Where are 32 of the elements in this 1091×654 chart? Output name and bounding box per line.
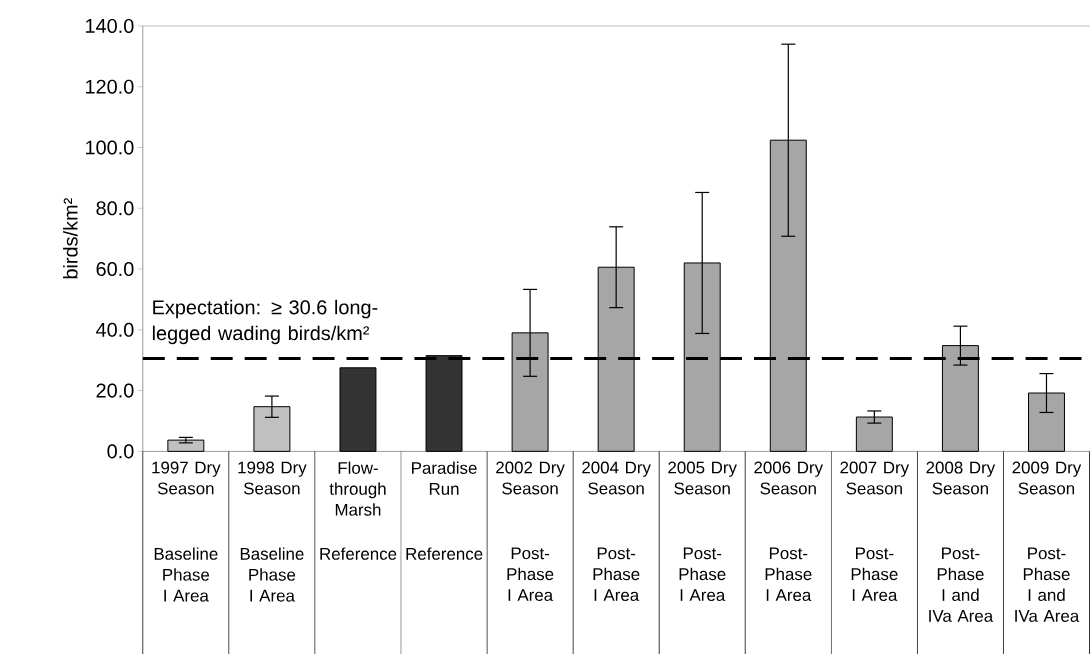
x-tick-label: 2002 Dry Season — [496, 461, 565, 495]
y-tick-label: 140.0 — [86, 18, 134, 33]
text: Baseline Phase I Area — [240, 547, 304, 602]
text: Reference — [406, 547, 483, 560]
y-tick-label: 100.0 — [86, 140, 134, 155]
text: Post-Phase I Area — [679, 547, 726, 601]
x-tick-label: 2009 Dry Season — [1012, 461, 1082, 495]
text: Post-Phase I Area — [851, 547, 898, 601]
y-tick-label: 80.0 — [96, 201, 134, 216]
y-tick-label: 120.0 — [86, 79, 134, 94]
x-tick-label: 2006 Dry Season — [754, 461, 824, 495]
x-tick-label: 1997 Dry Season — [152, 461, 221, 495]
ref-line-label: Expectation: ≥ 30.6 long-legged wading birds/km² — [152, 299, 378, 344]
text: Reference — [320, 547, 397, 560]
y-tick-label: 0.0 — [107, 444, 134, 459]
x-tick-label: Paradise Run — [412, 461, 477, 495]
text: Post-Phase I Area — [765, 547, 812, 601]
x-tick-label: 2008 Dry Season — [926, 461, 996, 495]
text: Post-Phase I and IVa Area — [929, 547, 994, 622]
x-tick-label: 2007 Dry Season — [840, 461, 910, 495]
y-tick-label: 60.0 — [96, 261, 134, 276]
x-tick-label: 2005 Dry Season — [668, 461, 737, 495]
text: Post-Phase I Area — [507, 547, 554, 601]
x-tick-label: Flow-through Marsh — [329, 461, 386, 516]
x-tick-label: 1998 Dry Season — [238, 461, 307, 495]
text: Baseline Phase I Area — [154, 547, 218, 602]
x-tick-label: 2004 Dry Season — [582, 461, 651, 495]
y-tick-label: 20.0 — [96, 383, 134, 398]
y-tick-label: 40.0 — [96, 322, 134, 337]
text: Post-Phase I Area — [593, 547, 640, 601]
text: Post-Phase I and IVa Area — [1015, 547, 1080, 622]
y-axis-title: birds/km² — [63, 197, 78, 279]
